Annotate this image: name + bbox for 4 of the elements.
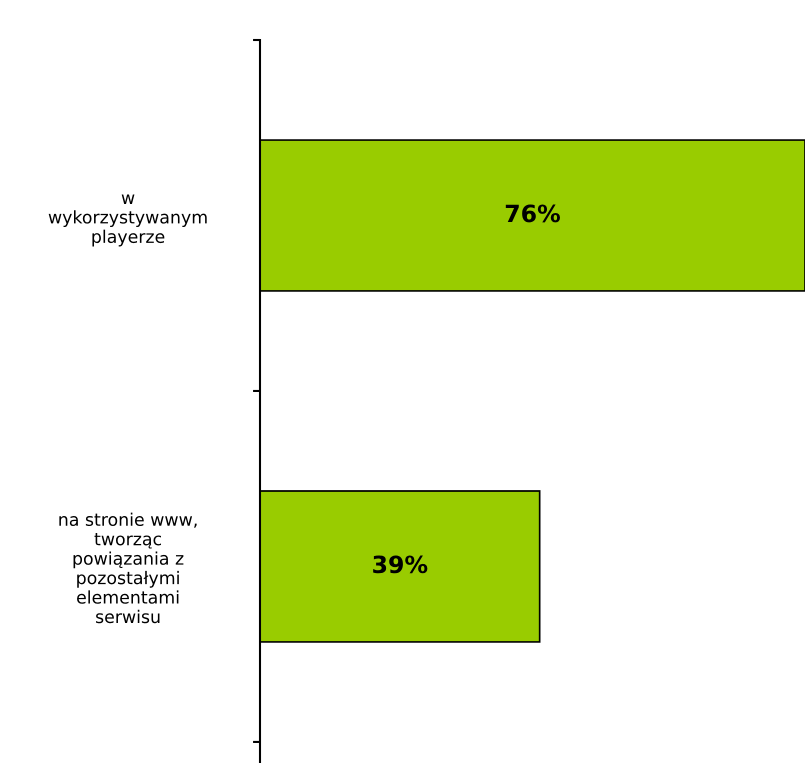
- data-label: 76%: [506, 204, 560, 222]
- y-tick-label: w wykorzystywanym playerze: [48, 194, 207, 246]
- data-label: 39%: [373, 555, 428, 574]
- y-tick-label: na stronie www, tworząc powiązania z pozostałymi elementami serwisu: [59, 512, 197, 624]
